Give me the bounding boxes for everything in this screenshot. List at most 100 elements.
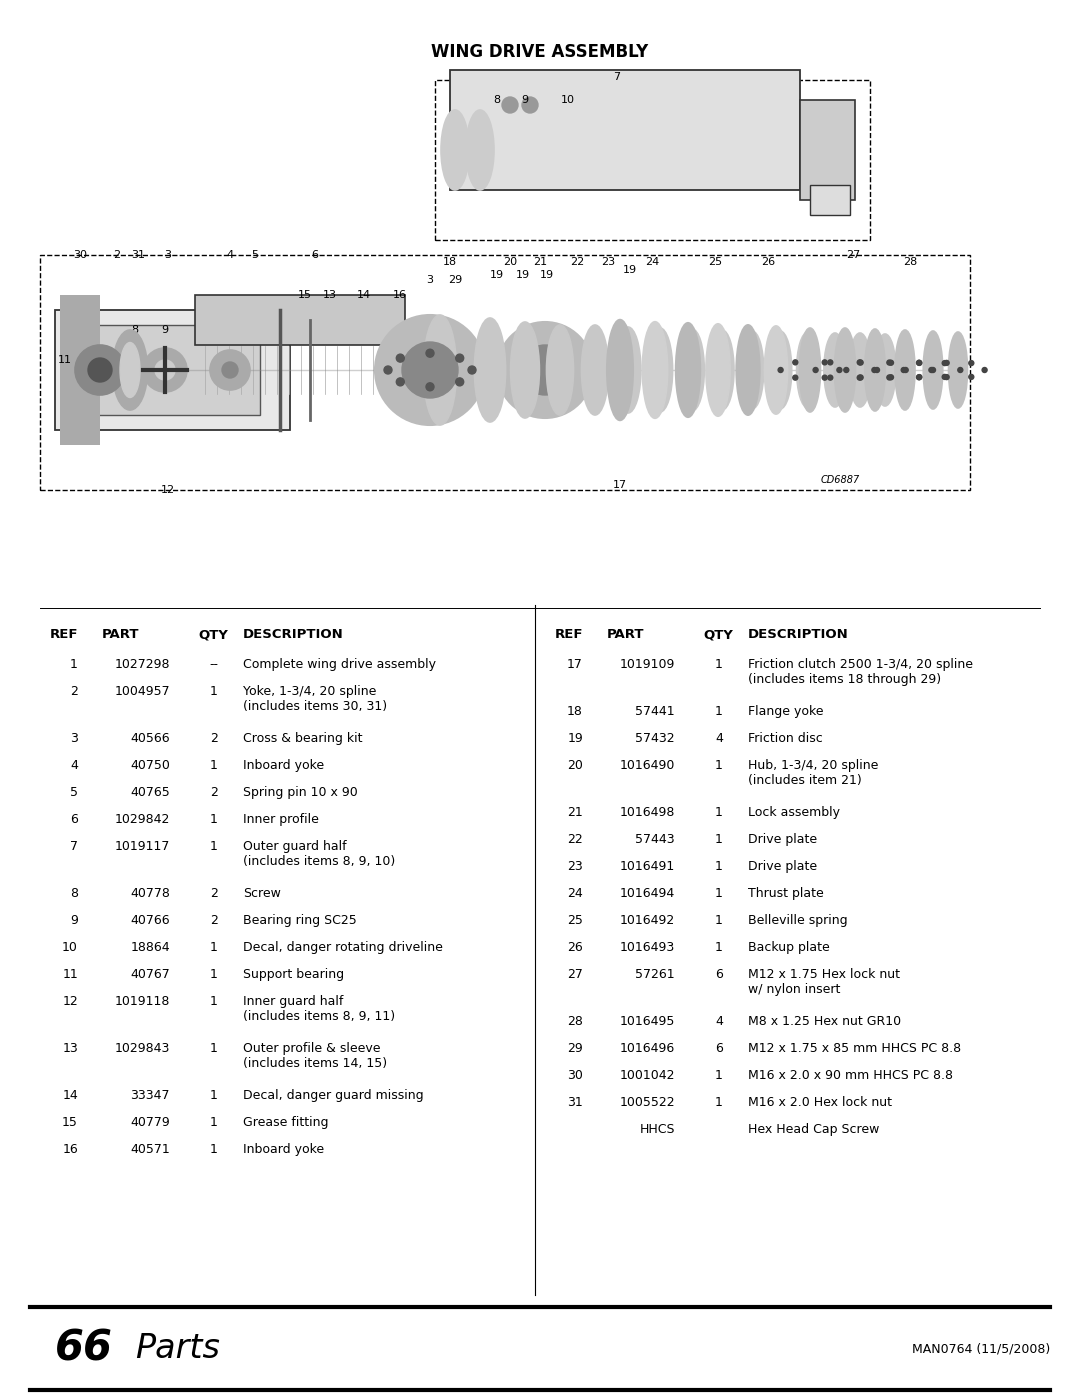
Text: 1: 1	[715, 806, 723, 819]
Ellipse shape	[441, 110, 469, 190]
Circle shape	[917, 374, 921, 380]
Text: 7: 7	[613, 73, 621, 82]
Text: 23: 23	[600, 257, 616, 267]
Ellipse shape	[710, 330, 734, 409]
Text: 1019118: 1019118	[114, 995, 170, 1009]
Circle shape	[375, 314, 485, 425]
Text: 1: 1	[211, 942, 218, 954]
Text: M12 x 1.75 x 85 mm HHCS PC 8.8: M12 x 1.75 x 85 mm HHCS PC 8.8	[748, 1042, 961, 1055]
Text: 1: 1	[211, 685, 218, 698]
Circle shape	[827, 376, 833, 380]
Text: 25: 25	[707, 257, 723, 267]
Text: 33347: 33347	[131, 1090, 170, 1102]
Circle shape	[917, 360, 922, 366]
Ellipse shape	[948, 332, 968, 408]
Text: 19: 19	[540, 270, 554, 279]
Ellipse shape	[120, 342, 140, 398]
Text: Yoke, 1-3/4, 20 spline
(includes items 30, 31): Yoke, 1-3/4, 20 spline (includes items 3…	[243, 685, 387, 712]
Circle shape	[837, 367, 842, 373]
Text: Friction clutch 2500 1-3/4, 20 spline
(includes items 18 through 29): Friction clutch 2500 1-3/4, 20 spline (i…	[748, 658, 973, 686]
Text: WING DRIVE ASSEMBLY: WING DRIVE ASSEMBLY	[431, 43, 649, 61]
Bar	[80, 326, 260, 415]
Text: 25: 25	[567, 914, 583, 928]
Text: HHCS: HHCS	[639, 1123, 675, 1136]
Text: 4: 4	[70, 759, 78, 773]
Text: 4: 4	[715, 732, 723, 745]
Text: 2: 2	[113, 250, 121, 260]
Text: DESCRIPTION: DESCRIPTION	[748, 629, 849, 641]
Ellipse shape	[737, 326, 760, 415]
Text: PART: PART	[102, 629, 139, 641]
Text: 1: 1	[211, 1143, 218, 1155]
Ellipse shape	[824, 332, 846, 407]
Text: 10: 10	[561, 95, 575, 105]
Ellipse shape	[679, 330, 704, 411]
Ellipse shape	[799, 328, 821, 412]
Circle shape	[456, 377, 463, 386]
Text: 18864: 18864	[131, 942, 170, 954]
Text: 22: 22	[567, 833, 583, 847]
Text: 16: 16	[63, 1143, 78, 1155]
Text: 14: 14	[356, 291, 372, 300]
Text: Outer profile & sleeve
(includes items 14, 15): Outer profile & sleeve (includes items 1…	[243, 1042, 387, 1070]
Text: 26: 26	[761, 257, 775, 267]
Text: 2: 2	[211, 732, 218, 745]
Text: 1: 1	[715, 1097, 723, 1109]
Text: 21: 21	[567, 806, 583, 819]
Polygon shape	[60, 295, 100, 446]
Text: DESCRIPTION: DESCRIPTION	[243, 629, 343, 641]
Text: 1027298: 1027298	[114, 658, 170, 671]
Text: 6: 6	[70, 813, 78, 826]
Circle shape	[75, 345, 125, 395]
Text: 8: 8	[132, 326, 138, 335]
Text: REF: REF	[50, 629, 79, 641]
Circle shape	[969, 360, 974, 366]
Text: Inboard yoke: Inboard yoke	[243, 1143, 324, 1155]
Text: Hub, 1-3/4, 20 spline
(includes item 21): Hub, 1-3/4, 20 spline (includes item 21)	[748, 759, 878, 787]
Text: 1: 1	[715, 861, 723, 873]
Text: 2: 2	[211, 887, 218, 900]
Circle shape	[456, 353, 463, 362]
Text: 1016492: 1016492	[620, 914, 675, 928]
Text: Complete wing drive assembly: Complete wing drive assembly	[243, 658, 436, 671]
Text: 29: 29	[448, 275, 462, 285]
Text: 57443: 57443	[635, 833, 675, 847]
Text: 1019109: 1019109	[620, 658, 675, 671]
Text: 24: 24	[645, 257, 659, 267]
Bar	[55, 310, 291, 430]
Circle shape	[502, 96, 518, 113]
Text: 13: 13	[63, 1042, 78, 1055]
Circle shape	[944, 360, 949, 366]
Text: 1029843: 1029843	[114, 1042, 170, 1055]
Text: 15: 15	[63, 1116, 78, 1129]
Text: 12: 12	[63, 995, 78, 1009]
Circle shape	[396, 353, 404, 362]
Circle shape	[944, 374, 949, 380]
Ellipse shape	[865, 330, 886, 411]
Text: 1004957: 1004957	[114, 685, 170, 698]
Circle shape	[917, 374, 922, 380]
Text: 1001042: 1001042	[620, 1069, 675, 1083]
Text: 5: 5	[70, 787, 78, 799]
Text: 40571: 40571	[131, 1143, 170, 1155]
Text: Inner guard half
(includes items 8, 9, 11): Inner guard half (includes items 8, 9, 1…	[243, 995, 395, 1023]
Text: 16: 16	[393, 291, 407, 300]
Ellipse shape	[581, 326, 608, 415]
Circle shape	[426, 383, 434, 391]
Circle shape	[917, 360, 921, 365]
Text: 24: 24	[567, 887, 583, 900]
Text: 4: 4	[715, 1016, 723, 1028]
Text: 23: 23	[567, 861, 583, 873]
Text: Inner profile: Inner profile	[243, 813, 319, 826]
Text: 1016491: 1016491	[620, 861, 675, 873]
Circle shape	[872, 367, 877, 373]
Text: 8: 8	[494, 95, 500, 105]
Circle shape	[793, 376, 798, 380]
Circle shape	[222, 362, 238, 379]
Bar	[195, 295, 405, 345]
Text: Support bearing: Support bearing	[243, 968, 345, 981]
Text: 18: 18	[443, 257, 457, 267]
Text: 22: 22	[570, 257, 584, 267]
Text: 1: 1	[211, 1116, 218, 1129]
Text: 19: 19	[623, 265, 637, 275]
